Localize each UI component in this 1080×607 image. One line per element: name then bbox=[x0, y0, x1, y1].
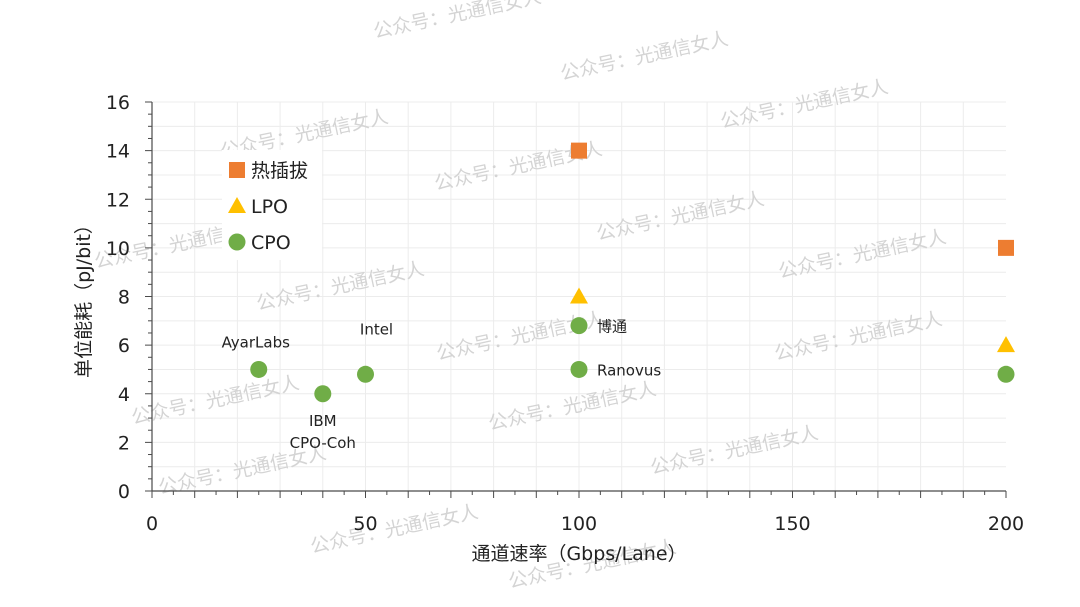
x-axis-ticks: 0 50 100 150 200 bbox=[146, 491, 1024, 535]
data-label: 博通 bbox=[597, 318, 627, 336]
watermark-text: 公众号：光通信女人 bbox=[772, 308, 944, 365]
series-0 bbox=[571, 142, 1014, 256]
legend-label: 热插拔 bbox=[251, 160, 308, 182]
series-2: AyarLabs IBM CPO-Coh Intel 博通 Ranovus bbox=[222, 317, 1015, 452]
x-tick-label: 200 bbox=[988, 513, 1024, 535]
series-1 bbox=[570, 287, 1015, 353]
data-point-circle bbox=[357, 365, 374, 383]
grid-lines bbox=[152, 101, 1006, 491]
legend-label: CPO bbox=[251, 232, 291, 254]
watermark-text: 公众号：光通信女人 bbox=[594, 188, 766, 245]
y-tick-label: 16 bbox=[106, 92, 130, 114]
x-tick-label: 100 bbox=[561, 513, 597, 535]
data-point-circle bbox=[570, 317, 588, 335]
watermark-text: 公众号：光通信女人 bbox=[486, 378, 658, 435]
watermark-text: 公众号：光通信女人 bbox=[648, 422, 820, 479]
legend-marker-triangle bbox=[228, 197, 246, 213]
legend-marker-circle bbox=[228, 233, 246, 251]
watermark-text: 公众号：光通信女人 bbox=[718, 76, 890, 133]
y-tick-label: 14 bbox=[106, 141, 130, 163]
data-point-circle bbox=[570, 360, 588, 378]
data-point-square bbox=[998, 239, 1014, 256]
data-point-triangle bbox=[997, 336, 1015, 353]
y-tick-label: 6 bbox=[118, 335, 130, 357]
y-tick-label: 2 bbox=[118, 432, 130, 454]
data-point-circle bbox=[314, 385, 332, 403]
watermark-text: 公众号：光通信女人 bbox=[129, 372, 301, 429]
watermark-text: 公众号：光通信女人 bbox=[558, 28, 730, 85]
legend-marker-square bbox=[229, 162, 245, 178]
data-point-square bbox=[571, 142, 587, 159]
data-point-triangle bbox=[570, 287, 588, 304]
x-tick-label: 0 bbox=[146, 513, 158, 535]
watermark-text: 公众号：光通信女人 bbox=[434, 308, 606, 365]
data-point-circle bbox=[997, 365, 1015, 383]
data-point-circle bbox=[250, 360, 268, 378]
data-label: AyarLabs bbox=[222, 333, 291, 351]
y-axis-ticks: 0 2 4 6 8 10 12 14 16 bbox=[106, 92, 152, 503]
data-label: Intel bbox=[360, 320, 393, 338]
legend: 热插拔 LPO CPO bbox=[222, 150, 322, 260]
y-tick-label: 0 bbox=[118, 481, 130, 503]
legend-label: LPO bbox=[251, 196, 288, 218]
watermark-text: 公众号：光通信女人 bbox=[371, 0, 543, 43]
watermark-text: 公众号：光通信女人 bbox=[776, 226, 948, 283]
data-label: CPO-Coh bbox=[290, 434, 356, 452]
x-axis-title: 通道速率（Gbps/Lane） bbox=[471, 543, 686, 565]
y-axis-title: 单位能耗（pJ/bit） bbox=[73, 215, 95, 378]
x-tick-label: 50 bbox=[353, 513, 377, 535]
data-label: Ranovus bbox=[597, 361, 661, 379]
y-tick-label: 10 bbox=[106, 238, 130, 260]
y-tick-label: 12 bbox=[106, 189, 130, 211]
x-tick-label: 150 bbox=[774, 513, 810, 535]
watermark-text: 公众号：光通信女人 bbox=[308, 501, 480, 558]
y-tick-label: 8 bbox=[118, 287, 130, 309]
y-tick-label: 4 bbox=[118, 384, 130, 406]
data-label: IBM bbox=[309, 412, 337, 430]
